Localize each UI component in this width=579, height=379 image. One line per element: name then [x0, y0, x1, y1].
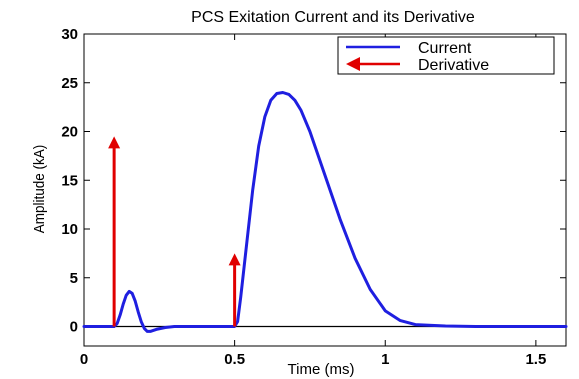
derivative-arrowhead [228, 253, 241, 266]
chart-title: PCS Exitation Current and its Derivative [191, 9, 475, 26]
x-tick-label: 1.5 [525, 351, 546, 368]
legend: Current Derivative [337, 36, 555, 75]
y-axis-label: Amplitude (kA) [31, 145, 48, 233]
y-tick-label: 0 [70, 319, 78, 336]
plot-area [83, 33, 567, 347]
legend-current-label: Current [418, 40, 472, 57]
legend-derivative-label: Derivative [418, 57, 489, 74]
y-tick-label: 30 [61, 26, 78, 43]
x-axis: 0 0.5 1 1.5 [80, 34, 546, 368]
y-tick-label: 25 [61, 75, 78, 92]
legend-box [337, 36, 555, 75]
series-layer [82, 91, 568, 333]
y-tick-label: 5 [70, 270, 78, 287]
derivative-arrowhead [108, 136, 121, 149]
x-tick-label: 0 [80, 351, 88, 368]
x-tick-label: 1 [381, 351, 389, 368]
y-axis: 0 5 10 15 20 25 30 [61, 26, 566, 336]
y-tick-label: 20 [61, 124, 78, 141]
current-series-line [82, 91, 568, 333]
x-tick-label: 0.5 [224, 351, 245, 368]
y-tick-label: 15 [61, 172, 78, 189]
legend-derivative-arrowhead [346, 57, 360, 71]
x-axis-label: Time (ms) [288, 361, 355, 378]
y-tick-label: 10 [61, 221, 78, 238]
